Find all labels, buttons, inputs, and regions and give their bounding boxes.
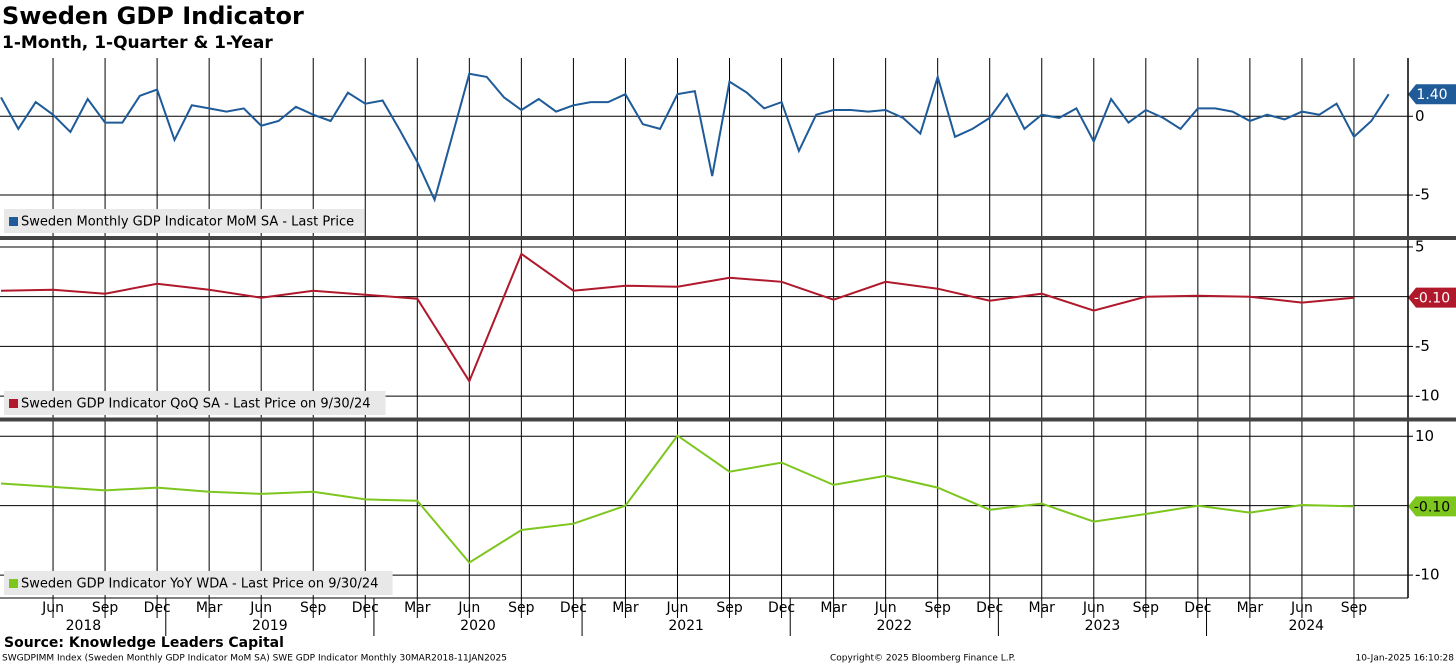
legend-label: Sweden GDP Indicator QoQ SA - Last Price… bbox=[21, 397, 371, 412]
series-line bbox=[0, 252, 1355, 384]
x-tick-label: Dec bbox=[560, 600, 587, 616]
year-label: 2019 bbox=[252, 618, 288, 634]
year-label: 2024 bbox=[1288, 618, 1324, 634]
x-tick-label: Mar bbox=[1029, 600, 1056, 616]
legend-box bbox=[4, 391, 386, 415]
legend-swatch bbox=[9, 579, 18, 588]
legend-swatch bbox=[9, 217, 18, 226]
x-tick-label: Dec bbox=[976, 600, 1003, 616]
y-tick-label: 10 bbox=[1415, 427, 1434, 445]
series-line bbox=[0, 72, 1390, 203]
last-value-badge bbox=[1408, 496, 1456, 517]
series-line bbox=[0, 434, 1355, 564]
footer-left: SWGDPIMM Index (Sweden Monthly GDP Indic… bbox=[2, 654, 507, 664]
x-tick-label: Sep bbox=[1341, 600, 1368, 616]
x-tick-label: Mar bbox=[612, 600, 639, 616]
footer-right: 10-Jan-2025 16:10:28 bbox=[1355, 654, 1454, 664]
x-tick-label: Jun bbox=[666, 600, 689, 616]
x-tick-label: Sep bbox=[1133, 600, 1160, 616]
y-tick-label: -5 bbox=[1415, 337, 1430, 355]
source: Source: Knowledge Leaders Capital bbox=[4, 635, 284, 651]
legend-box bbox=[4, 209, 365, 233]
y-tick-label: -5 bbox=[1415, 186, 1430, 204]
x-tick-label: Mar bbox=[820, 600, 847, 616]
year-label: 2018 bbox=[66, 618, 102, 634]
legend-label: Sweden GDP Indicator YoY WDA - Last Pric… bbox=[21, 577, 378, 592]
x-tick-label: Mar bbox=[196, 600, 223, 616]
x-tick-label: Mar bbox=[1237, 600, 1264, 616]
y-tick-label: -10 bbox=[1415, 566, 1440, 584]
y-tick-label: 0 bbox=[1415, 107, 1425, 125]
chart-subtitle: 1-Month, 1-Quarter & 1-Year bbox=[2, 33, 273, 53]
last-value-badge bbox=[1408, 84, 1456, 105]
year-label: 2021 bbox=[668, 618, 704, 634]
last-value-label: -0.10 bbox=[1414, 291, 1450, 307]
last-value-label: 1.40 bbox=[1416, 87, 1447, 103]
legend-swatch bbox=[9, 399, 18, 408]
x-tick-label: Jun bbox=[457, 600, 480, 616]
year-label: 2020 bbox=[460, 618, 496, 634]
x-tick-label: Sep bbox=[924, 600, 951, 616]
x-tick-label: Sep bbox=[300, 600, 327, 616]
x-tick-label: Jun bbox=[1082, 600, 1105, 616]
x-tick-label: Dec bbox=[1184, 600, 1211, 616]
x-tick-label: Sep bbox=[508, 600, 535, 616]
legend-label: Sweden Monthly GDP Indicator MoM SA - La… bbox=[21, 215, 354, 230]
year-label: 2022 bbox=[876, 618, 912, 634]
x-tick-label: Mar bbox=[404, 600, 431, 616]
year-label: 2023 bbox=[1085, 618, 1121, 634]
y-tick-label: 5 bbox=[1415, 237, 1425, 255]
footer-center: Copyright© 2025 Bloomberg Finance L.P. bbox=[830, 654, 1015, 664]
x-tick-label: Jun bbox=[249, 600, 272, 616]
x-tick-label: Sep bbox=[716, 600, 743, 616]
chart-title: Sweden GDP Indicator bbox=[2, 2, 304, 30]
x-tick-label: Dec bbox=[144, 600, 171, 616]
x-tick-label: Jun bbox=[41, 600, 64, 616]
x-tick-label: Dec bbox=[768, 600, 795, 616]
last-value-badge bbox=[1408, 287, 1456, 308]
y-tick-label: -10 bbox=[1415, 387, 1440, 405]
legend-box bbox=[4, 571, 393, 595]
x-tick-label: Sep bbox=[92, 600, 119, 616]
x-tick-label: Jun bbox=[1290, 600, 1313, 616]
x-tick-label: Dec bbox=[352, 600, 379, 616]
x-tick-label: Jun bbox=[874, 600, 897, 616]
last-value-label: -0.10 bbox=[1414, 499, 1450, 515]
